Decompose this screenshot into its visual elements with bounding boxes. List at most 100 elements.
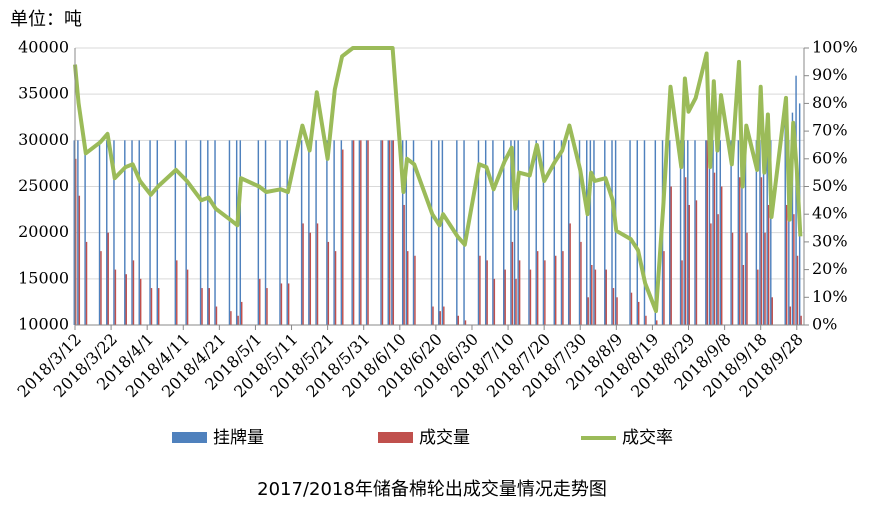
- legend-item: 挂牌量: [172, 428, 264, 448]
- bar: [744, 140, 747, 325]
- bar: [327, 241, 330, 325]
- bar: [679, 140, 682, 325]
- bar: [656, 320, 658, 325]
- bar: [712, 140, 714, 325]
- bar: [78, 195, 81, 325]
- bar: [578, 140, 581, 325]
- bar: [741, 140, 743, 325]
- bar: [342, 149, 344, 325]
- bar: [594, 269, 597, 325]
- bar: [207, 140, 209, 325]
- y2-tick-label: 70%: [812, 121, 848, 140]
- bar: [535, 140, 537, 325]
- bar: [611, 140, 613, 325]
- bar: [98, 140, 101, 325]
- bar: [107, 232, 109, 325]
- bar: [351, 140, 353, 325]
- bar: [636, 140, 638, 325]
- bar: [365, 140, 368, 325]
- bar: [308, 140, 310, 325]
- legend-swatch: [378, 432, 413, 443]
- bar: [235, 140, 238, 325]
- bar: [536, 251, 539, 325]
- bar: [340, 140, 343, 325]
- bar: [688, 204, 690, 325]
- bar: [513, 140, 516, 325]
- bar: [560, 140, 563, 325]
- bar: [713, 172, 716, 325]
- bar: [663, 251, 665, 325]
- y2-tick-label: 100%: [812, 38, 858, 57]
- bar: [730, 140, 732, 325]
- bar: [586, 140, 588, 325]
- bar: [793, 214, 795, 325]
- bar: [785, 204, 788, 325]
- bar: [457, 315, 459, 325]
- y-unit-label: 单位：吨: [10, 9, 82, 30]
- bar: [731, 232, 734, 325]
- bar: [125, 274, 127, 325]
- bar: [279, 140, 281, 325]
- bar: [567, 140, 570, 325]
- bar: [654, 140, 657, 325]
- bar: [309, 232, 312, 325]
- bar: [587, 297, 589, 325]
- bar: [439, 311, 441, 325]
- bar: [766, 140, 768, 325]
- bar: [214, 140, 216, 325]
- bar: [518, 260, 521, 325]
- bar: [443, 306, 445, 325]
- bar: [381, 140, 384, 325]
- y-tick-label: 30000: [18, 130, 69, 149]
- bar: [569, 223, 571, 325]
- bar: [515, 278, 517, 325]
- legend-label: 成交量: [419, 428, 470, 448]
- chart-title: 2017/2018年储备棉轮出成交量情况走势图: [257, 479, 607, 500]
- bar: [717, 214, 719, 325]
- bar: [352, 140, 355, 325]
- bar: [694, 140, 696, 325]
- bar: [158, 288, 160, 325]
- bar: [789, 306, 792, 325]
- bar: [591, 264, 593, 325]
- bar: [100, 251, 102, 325]
- bar: [174, 140, 177, 325]
- bar: [529, 269, 532, 325]
- bar: [759, 140, 761, 325]
- bar: [286, 140, 288, 325]
- bar: [764, 232, 766, 325]
- legend-item: 成交率: [581, 428, 673, 448]
- bar: [84, 140, 86, 325]
- bar: [124, 140, 126, 325]
- line: [73, 46, 803, 314]
- bar: [73, 140, 75, 325]
- bar: [528, 140, 530, 325]
- y-tick-label: 20000: [18, 222, 69, 241]
- bar: [796, 255, 799, 325]
- bar: [643, 140, 646, 325]
- bar: [380, 140, 382, 325]
- bar: [503, 140, 505, 325]
- bar: [264, 140, 267, 325]
- bar: [511, 241, 514, 325]
- bar: [504, 269, 506, 325]
- bar: [138, 140, 140, 325]
- bar: [287, 283, 290, 325]
- bar: [739, 177, 741, 325]
- bar: [630, 292, 633, 325]
- bar: [75, 158, 77, 325]
- bar: [757, 269, 759, 325]
- bar: [770, 140, 772, 325]
- bar: [113, 140, 115, 325]
- bar: [208, 288, 210, 325]
- bar: [432, 306, 434, 325]
- bar: [695, 200, 698, 325]
- bar: [392, 140, 395, 325]
- bar: [683, 140, 685, 325]
- bar: [746, 232, 748, 325]
- bar: [360, 140, 362, 325]
- bar: [405, 140, 408, 325]
- y2-tick-label: 10%: [812, 287, 848, 306]
- bar: [593, 140, 595, 325]
- bar: [316, 223, 319, 325]
